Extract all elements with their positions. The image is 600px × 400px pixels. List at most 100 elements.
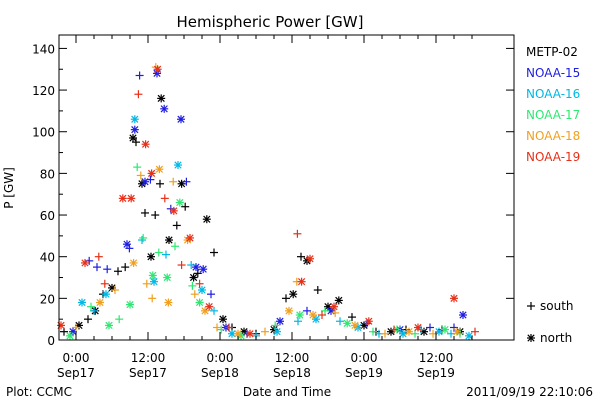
data-point: [450, 323, 458, 332]
data-point: [66, 331, 74, 340]
data-point: [138, 236, 146, 245]
y-tick-label: 60: [40, 209, 55, 223]
series-noaa-18: [72, 63, 461, 338]
north-marker: [527, 334, 535, 342]
legend-entry: NOAA-17: [526, 108, 580, 122]
data-point: [192, 263, 200, 272]
data-point: [351, 321, 359, 330]
data-point: [100, 279, 109, 288]
data-point: [177, 115, 185, 124]
data-point: [330, 302, 338, 311]
south-marker: [527, 302, 535, 310]
data-point: [115, 315, 124, 324]
data-point: [343, 319, 352, 328]
x-tick-date: Sep19: [417, 366, 455, 380]
x-axis-label: Date and Time: [243, 385, 331, 399]
legend: METP-02 NOAA-15 NOAA-16 NOAA-17 NOAA-18 NOAA-…: [526, 45, 580, 164]
y-axis-label: P [GW]: [2, 167, 16, 209]
data-point: [93, 263, 101, 272]
data-point: [195, 298, 204, 307]
data-point: [132, 138, 140, 147]
data-point: [187, 261, 196, 270]
data-point: [198, 286, 206, 295]
data-point: [129, 133, 137, 142]
data-point: [121, 263, 130, 272]
x-tick-date: Sep17: [129, 366, 167, 380]
data-point: [453, 327, 461, 336]
data-point: [411, 329, 419, 338]
data-point: [162, 250, 170, 259]
data-point: [156, 179, 164, 188]
data-point: [87, 302, 95, 311]
data-point: [171, 242, 179, 251]
data-point: [189, 273, 198, 282]
data-point: [205, 302, 214, 311]
data-point: [303, 306, 311, 315]
data-point: [130, 125, 139, 134]
marker-legend-label: north: [540, 331, 572, 345]
data-point: [188, 281, 197, 290]
data-point: [294, 317, 302, 326]
legend-entry: NOAA-16: [526, 87, 580, 101]
y-tick-label: 140: [32, 42, 55, 56]
data-point: [148, 271, 157, 280]
data-point: [321, 306, 329, 315]
x-axis-ticks: 0:00Sep1712:00Sep170:00Sep1812:00Sep180:…: [57, 35, 473, 380]
data-point: [151, 211, 160, 220]
data-point: [331, 308, 340, 317]
series-noaa-15: [69, 69, 467, 338]
data-point: [426, 323, 434, 332]
data-point: [271, 321, 280, 330]
data-point: [148, 294, 157, 303]
data-point: [139, 233, 148, 242]
data-point: [313, 286, 322, 295]
data-point: [141, 177, 149, 186]
y-tick-label: 120: [32, 84, 55, 98]
data-point: [163, 273, 172, 282]
data-point: [285, 306, 293, 315]
data-point: [369, 327, 377, 336]
data-point: [390, 325, 398, 334]
x-tick-time: 0:00: [351, 351, 378, 365]
x-tick-date: Sep18: [273, 366, 311, 380]
data-point: [405, 327, 413, 336]
y-tick-label: 40: [40, 251, 55, 265]
data-point: [164, 298, 173, 307]
data-point: [441, 325, 449, 334]
x-tick-time: 0:00: [63, 351, 90, 365]
x-tick-time: 12:00: [419, 351, 454, 365]
plot-layer: [57, 63, 479, 340]
data-point: [127, 194, 136, 203]
data-point: [289, 290, 298, 299]
data-point: [142, 279, 151, 288]
footer-left: Plot: CCMC: [6, 385, 72, 399]
data-point: [134, 90, 143, 99]
data-point: [103, 265, 112, 274]
data-point: [217, 325, 226, 334]
data-point: [381, 329, 389, 338]
data-point: [147, 169, 156, 178]
data-point: [219, 315, 227, 324]
data-point: [210, 248, 218, 257]
legend-entry: NOAA-18: [526, 129, 580, 143]
data-point: [60, 327, 68, 336]
data-point: [136, 171, 145, 180]
data-point: [147, 252, 155, 261]
data-point: [118, 194, 127, 203]
data-point: [306, 254, 314, 263]
data-point: [348, 313, 356, 322]
data-point: [69, 327, 77, 336]
data-point: [309, 311, 317, 320]
data-point: [72, 323, 80, 332]
y-tick-label: 100: [32, 126, 55, 140]
legend-entry: METP-02: [526, 45, 578, 59]
data-point: [312, 315, 320, 324]
data-point: [129, 258, 138, 267]
data-point: [174, 161, 182, 170]
legend-entry: NOAA-19: [526, 150, 580, 164]
x-tick-time: 12:00: [131, 351, 166, 365]
data-point: [160, 104, 169, 113]
plot-frame: [58, 34, 515, 341]
x-tick-date: Sep17: [57, 366, 95, 380]
data-point: [81, 258, 89, 267]
